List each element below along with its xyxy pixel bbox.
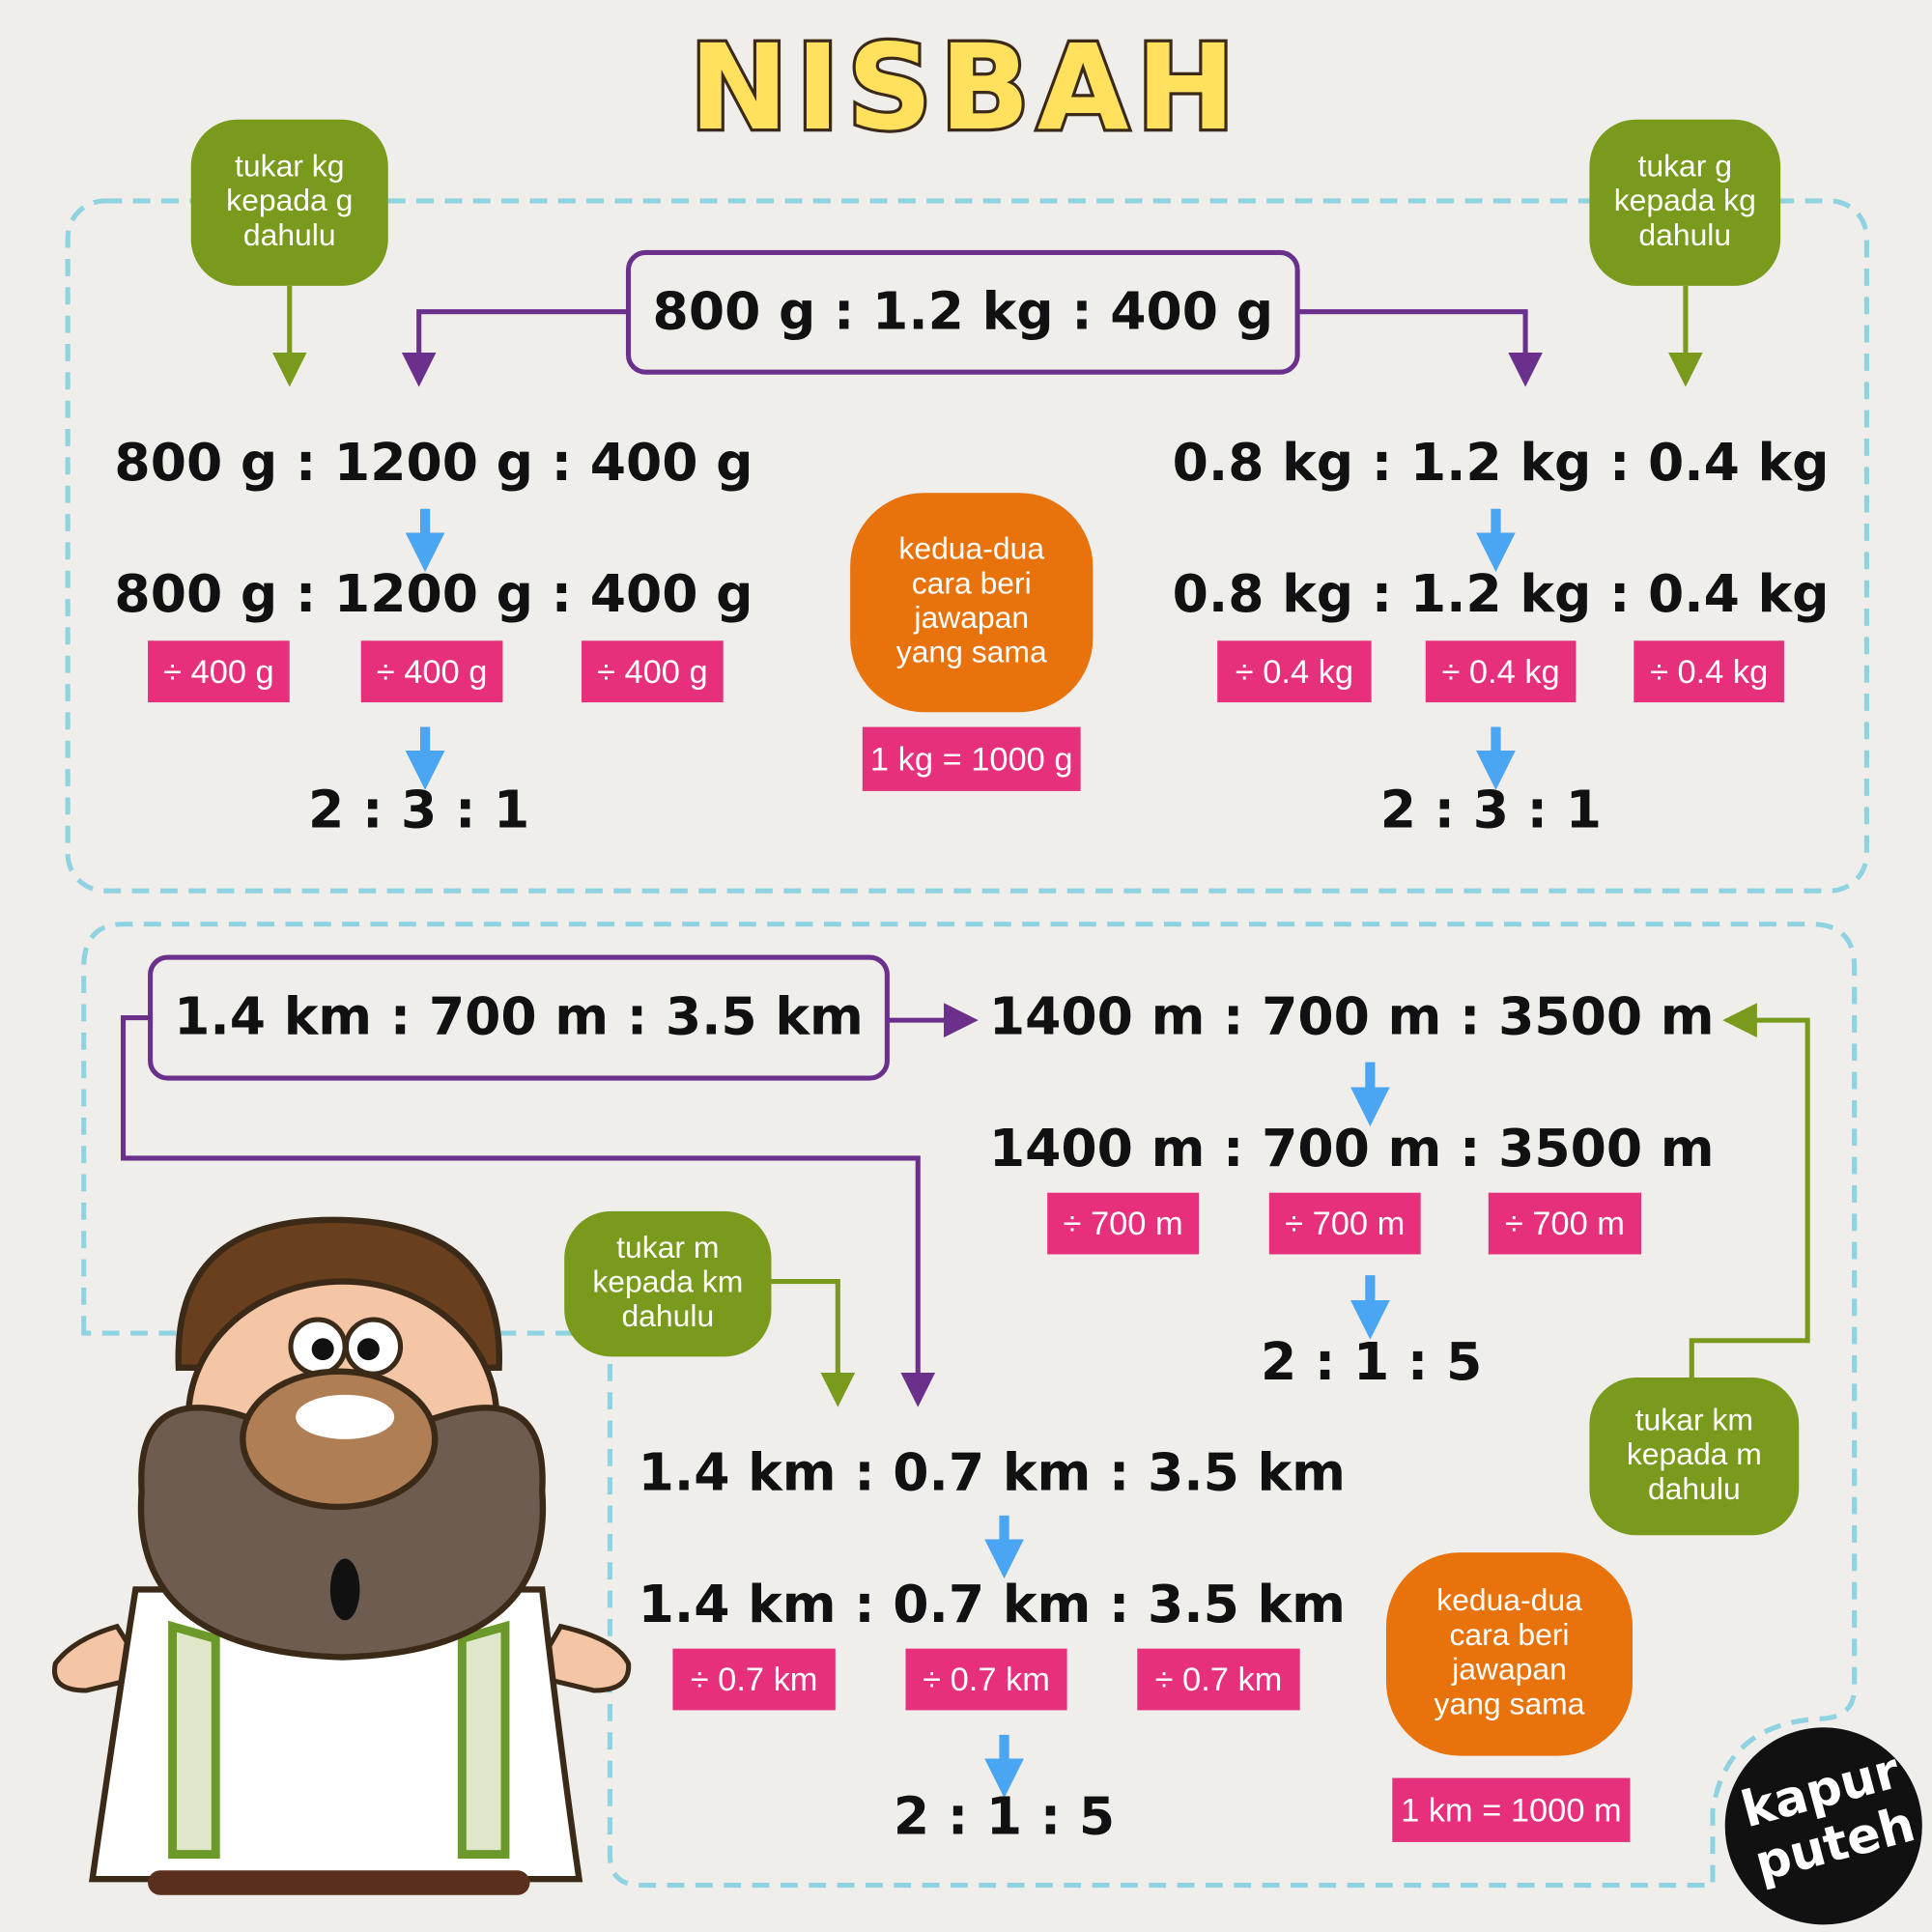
note-bubble [1589, 1378, 1800, 1536]
conclusion-line: yang sama [1435, 1686, 1585, 1720]
shoes [148, 1870, 530, 1895]
divisor: ÷ 0.7 km [691, 1662, 818, 1698]
note-bubble [1589, 119, 1781, 286]
answer: 2 : 3 : 1 [1380, 779, 1602, 839]
beard [137, 1405, 547, 1661]
section-frame [65, 198, 1869, 894]
note-arrow [1689, 1003, 1810, 1378]
divisor: ÷ 0.4 kg [1441, 654, 1559, 691]
note-bubble [190, 119, 388, 286]
note-line: dahulu [1638, 217, 1731, 252]
divisor-box [1217, 640, 1372, 703]
divisor-box [1488, 1192, 1641, 1255]
divisor: ÷ 400 g [163, 654, 274, 691]
divisor-box [360, 640, 503, 703]
pupil [356, 1338, 380, 1361]
converted-ratio: 0.8 kg : 1.2 kg : 0.4 kg [1173, 432, 1830, 493]
divisor-box [672, 1648, 836, 1711]
question-box [625, 249, 1300, 375]
divisor: ÷ 0.7 km [923, 1662, 1050, 1698]
converted-ratio: 800 g : 1200 g : 400 g [114, 563, 753, 624]
note-line: kepada g [226, 183, 353, 217]
conclusion-line: kedua-dua [898, 531, 1044, 566]
note-line: dahulu [1648, 1471, 1741, 1506]
connector-arrow [401, 309, 629, 387]
question-box [148, 954, 890, 1081]
converted-ratio: 1.4 km : 0.7 km : 3.5 km [639, 1442, 1346, 1503]
note-line: dahulu [243, 217, 336, 252]
pupil [311, 1338, 334, 1361]
question: 800 g : 1.2 kg : 400 g [653, 281, 1274, 342]
divisor-box [1634, 640, 1784, 703]
answer: 2 : 3 : 1 [308, 779, 529, 839]
section-frame [81, 922, 1858, 1889]
note-line: tukar kg [235, 149, 344, 184]
divisor: ÷ 700 m [1064, 1206, 1183, 1242]
robe-stripe [168, 1620, 510, 1860]
conversion-box [1392, 1777, 1631, 1842]
note-arrow [771, 1278, 856, 1407]
character [51, 1216, 632, 1895]
note-line: kepada m [1627, 1436, 1762, 1471]
conclusion-line: jawapan [1451, 1652, 1567, 1687]
hand [528, 1623, 632, 1693]
conclusion-line: kedua-dua [1436, 1582, 1582, 1617]
note-line: tukar km [1635, 1402, 1753, 1436]
converted-ratio: 1.4 km : 0.7 km : 3.5 km [639, 1574, 1346, 1634]
divisor: ÷ 700 m [1285, 1206, 1405, 1242]
converted-ratio: 1400 m : 700 m : 3500 m [989, 1118, 1715, 1179]
note-line: kepada km [592, 1264, 743, 1299]
conversion-box [862, 726, 1081, 791]
note-line: tukar m [616, 1230, 719, 1264]
divisor-box [1425, 640, 1577, 703]
converted-ratio: 1400 m : 700 m : 3500 m [989, 986, 1715, 1047]
nose-shine [296, 1394, 395, 1439]
divisor: ÷ 700 m [1505, 1206, 1625, 1242]
divisor-box [148, 640, 290, 703]
note-line: kepada kg [1614, 183, 1756, 217]
divisor: ÷ 0.4 kg [1236, 654, 1353, 691]
conclusion-line: jawapan [913, 600, 1029, 635]
note-bubble [564, 1210, 772, 1357]
divisor-box [905, 1648, 1067, 1711]
title: NISBAH [690, 18, 1243, 156]
answer: 2 : 1 : 5 [1261, 1331, 1482, 1392]
logo-circle [1724, 1727, 1922, 1925]
conclusion-line: yang sama [896, 635, 1047, 669]
answer: 2 : 1 : 5 [894, 1786, 1115, 1847]
note-line: dahulu [621, 1298, 714, 1333]
conversion: 1 km = 1000 m [1401, 1792, 1622, 1829]
divisor-box [582, 640, 724, 703]
connector-arrow [121, 1015, 936, 1407]
divisor-box [1268, 1192, 1421, 1255]
divisor-box [1137, 1648, 1300, 1711]
question: 1.4 km : 700 m : 3.5 km [174, 986, 864, 1047]
divisor: ÷ 0.4 kg [1650, 654, 1768, 691]
mouth [329, 1558, 360, 1621]
conversion: 1 kg = 1000 g [870, 741, 1073, 778]
connector-arrow [1297, 309, 1543, 387]
nose [240, 1368, 439, 1511]
divisor: ÷ 0.7 km [1155, 1662, 1283, 1698]
conclusion-line: cara beri [912, 565, 1032, 600]
converted-ratio: 0.8 kg : 1.2 kg : 0.4 kg [1173, 563, 1830, 624]
divisor-box [1047, 1192, 1200, 1255]
conclusion-line: cara beri [1449, 1617, 1569, 1652]
conclusion-bubble [1385, 1552, 1634, 1756]
divisor: ÷ 400 g [377, 654, 488, 691]
logo: kapur puteh [1724, 1727, 1922, 1925]
divisor: ÷ 400 g [597, 654, 708, 691]
note-line: tukar g [1638, 149, 1732, 184]
conclusion-bubble [850, 493, 1094, 713]
converted-ratio: 800 g : 1200 g : 400 g [114, 432, 753, 493]
